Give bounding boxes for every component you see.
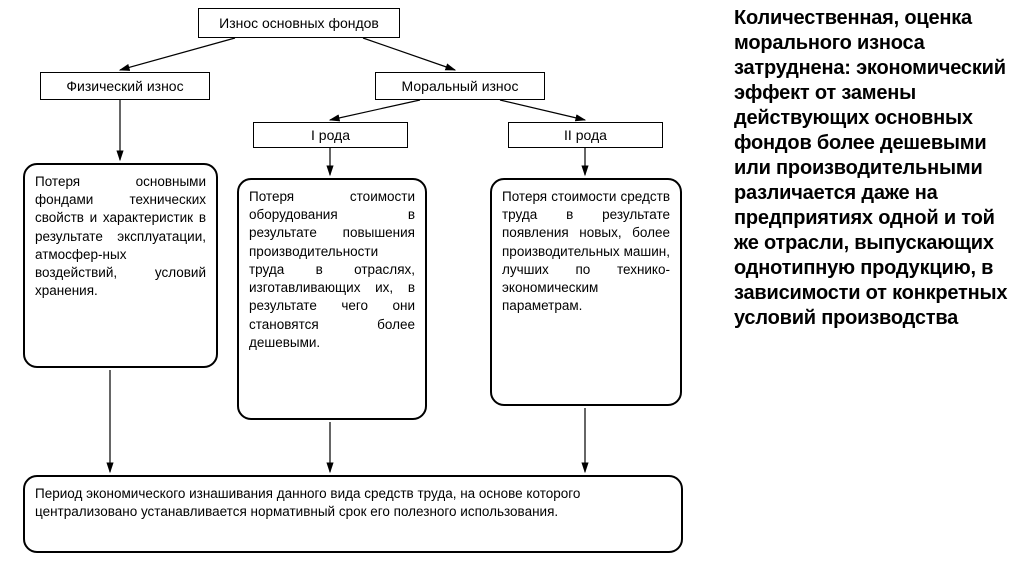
node-desc-type1-label: Потеря стоимости оборудования в результа… xyxy=(249,189,415,350)
node-type1: I рода xyxy=(253,122,408,148)
node-moral-label: Моральный износ xyxy=(402,78,519,94)
node-bottom: Период экономического изнашивания данног… xyxy=(23,475,683,553)
side-paragraph-text: Количественная, оценка морального износа… xyxy=(734,7,1007,329)
node-desc-type1: Потеря стоимости оборудования в результа… xyxy=(237,178,427,420)
node-type1-label: I рода xyxy=(311,127,350,143)
node-physical-label: Физический износ xyxy=(66,78,183,94)
node-desc-type2: Потеря стоимости средств труда в результ… xyxy=(490,178,682,406)
node-physical: Физический износ xyxy=(40,72,210,100)
node-type2-label: II рода xyxy=(564,127,607,143)
node-root-label: Износ основных фондов xyxy=(219,15,379,31)
node-desc-physical-label: Потеря основными фондами технических сво… xyxy=(35,174,206,298)
node-root: Износ основных фондов xyxy=(198,8,400,38)
flowchart: Износ основных фондов Физический износ М… xyxy=(0,0,730,574)
node-bottom-label: Период экономического изнашивания данног… xyxy=(35,486,580,519)
node-desc-type2-label: Потеря стоимости средств труда в результ… xyxy=(502,189,670,313)
node-desc-physical: Потеря основными фондами технических сво… xyxy=(23,163,218,368)
node-moral: Моральный износ xyxy=(375,72,545,100)
side-paragraph: Количественная, оценка морального износа… xyxy=(734,6,1022,331)
node-type2: II рода xyxy=(508,122,663,148)
